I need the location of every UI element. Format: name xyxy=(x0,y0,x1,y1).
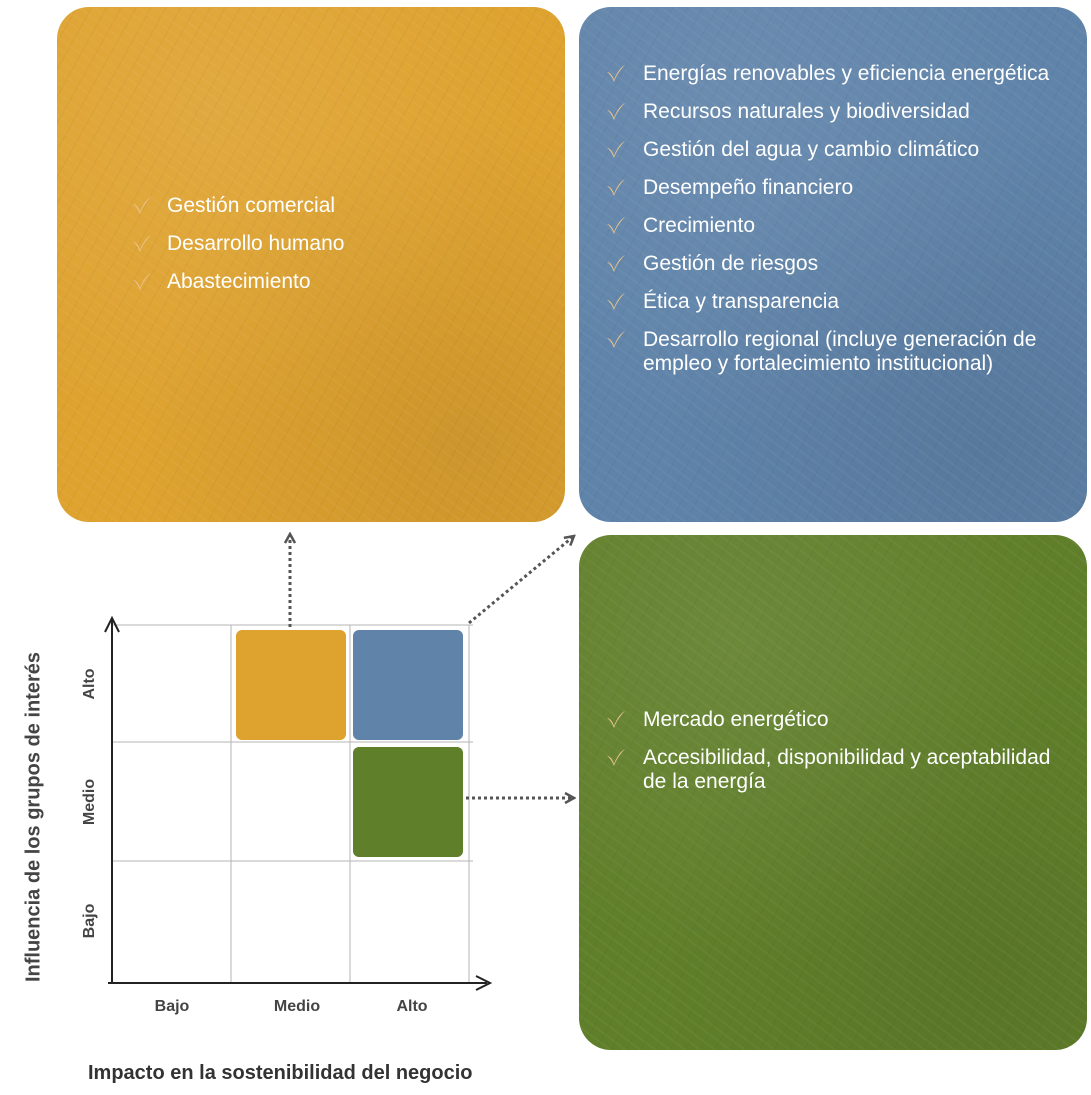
topic-text: Desarrollo humano xyxy=(167,232,345,255)
topic-text: Crecimiento xyxy=(643,214,756,237)
panel-medium-impact-high-influence: Gestión comercial Desarrollo humano Abas… xyxy=(57,7,565,522)
topic-list-blue: Energías renovables y eficiencia energét… xyxy=(607,62,1063,390)
topic-text: Recursos naturales y biodiversidad xyxy=(643,100,970,123)
list-item: Desarrollo humano xyxy=(133,232,527,256)
topic-text: Desempeño financiero xyxy=(643,176,854,199)
check-icon xyxy=(605,747,627,767)
check-icon xyxy=(605,329,627,349)
check-icon xyxy=(605,139,627,159)
cell-alto-alto xyxy=(353,630,463,740)
topic-text: Desarrollo regional (incluye generación … xyxy=(643,328,1037,375)
list-item: Gestión del agua y cambio climático xyxy=(607,138,1063,162)
check-icon xyxy=(131,271,153,291)
topic-text: Gestión comercial xyxy=(167,194,336,217)
x-level-label: Bajo xyxy=(155,998,190,1015)
axes xyxy=(104,615,493,991)
y-axis-arrowhead xyxy=(104,615,120,633)
cell-medio-alto xyxy=(236,630,346,740)
matrix-grid xyxy=(112,624,473,983)
topic-text: Ética y transparencia xyxy=(643,290,840,313)
check-icon xyxy=(605,253,627,273)
x-level-label: Alto xyxy=(396,998,427,1015)
topic-list-yellow: Gestión comercial Desarrollo humano Abas… xyxy=(133,194,527,308)
check-icon xyxy=(131,233,153,253)
check-icon xyxy=(131,195,153,215)
list-item: Ética y transparencia xyxy=(607,290,1063,314)
panel-high-impact-medium-influence: Mercado energético Accesibilidad, dispon… xyxy=(579,535,1087,1050)
check-icon xyxy=(605,709,627,729)
list-item: Mercado energético xyxy=(607,708,1063,732)
topic-text: Accesibilidad, disponibilidad y aceptabi… xyxy=(643,746,1051,793)
topic-text: Gestión del agua y cambio climático xyxy=(643,138,980,161)
topic-text: Abastecimiento xyxy=(167,270,311,293)
cell-alto-medio xyxy=(353,747,463,857)
topic-text: Gestión de riesgos xyxy=(643,252,819,275)
check-icon xyxy=(605,177,627,197)
panel-high-impact-high-influence: Energías renovables y eficiencia energét… xyxy=(579,7,1087,522)
y-level-label: Alto xyxy=(81,668,98,699)
list-item: Gestión comercial xyxy=(133,194,527,218)
check-icon xyxy=(605,291,627,311)
topic-text: Energías renovables y eficiencia energét… xyxy=(643,62,1050,85)
list-item: Desempeño financiero xyxy=(607,176,1063,200)
list-item: Abastecimiento xyxy=(133,270,527,294)
list-item: Crecimiento xyxy=(607,214,1063,238)
list-item: Recursos naturales y biodiversidad xyxy=(607,100,1063,124)
y-level-label: Bajo xyxy=(81,903,98,938)
list-item: Desarrollo regional (incluye generación … xyxy=(607,328,1063,376)
list-item: Energías renovables y eficiencia energét… xyxy=(607,62,1063,86)
connectors xyxy=(290,534,574,798)
check-icon xyxy=(605,101,627,121)
y-axis-title-text: Influencia de los grupos de interés xyxy=(22,651,45,983)
connector-diagonal-arrow xyxy=(468,536,574,625)
x-axis-arrowhead xyxy=(475,975,493,991)
x-axis-title: Impacto en la sostenibilidad del negocio xyxy=(88,1062,473,1084)
check-icon xyxy=(605,215,627,235)
topic-text: Mercado energético xyxy=(643,708,829,731)
check-icon xyxy=(605,63,627,83)
list-item: Gestión de riesgos xyxy=(607,252,1063,276)
list-item: Accesibilidad, disponibilidad y aceptabi… xyxy=(607,746,1063,794)
y-level-label: Medio xyxy=(81,779,98,825)
topic-list-green: Mercado energético Accesibilidad, dispon… xyxy=(607,708,1063,808)
x-level-label: Medio xyxy=(274,998,320,1015)
